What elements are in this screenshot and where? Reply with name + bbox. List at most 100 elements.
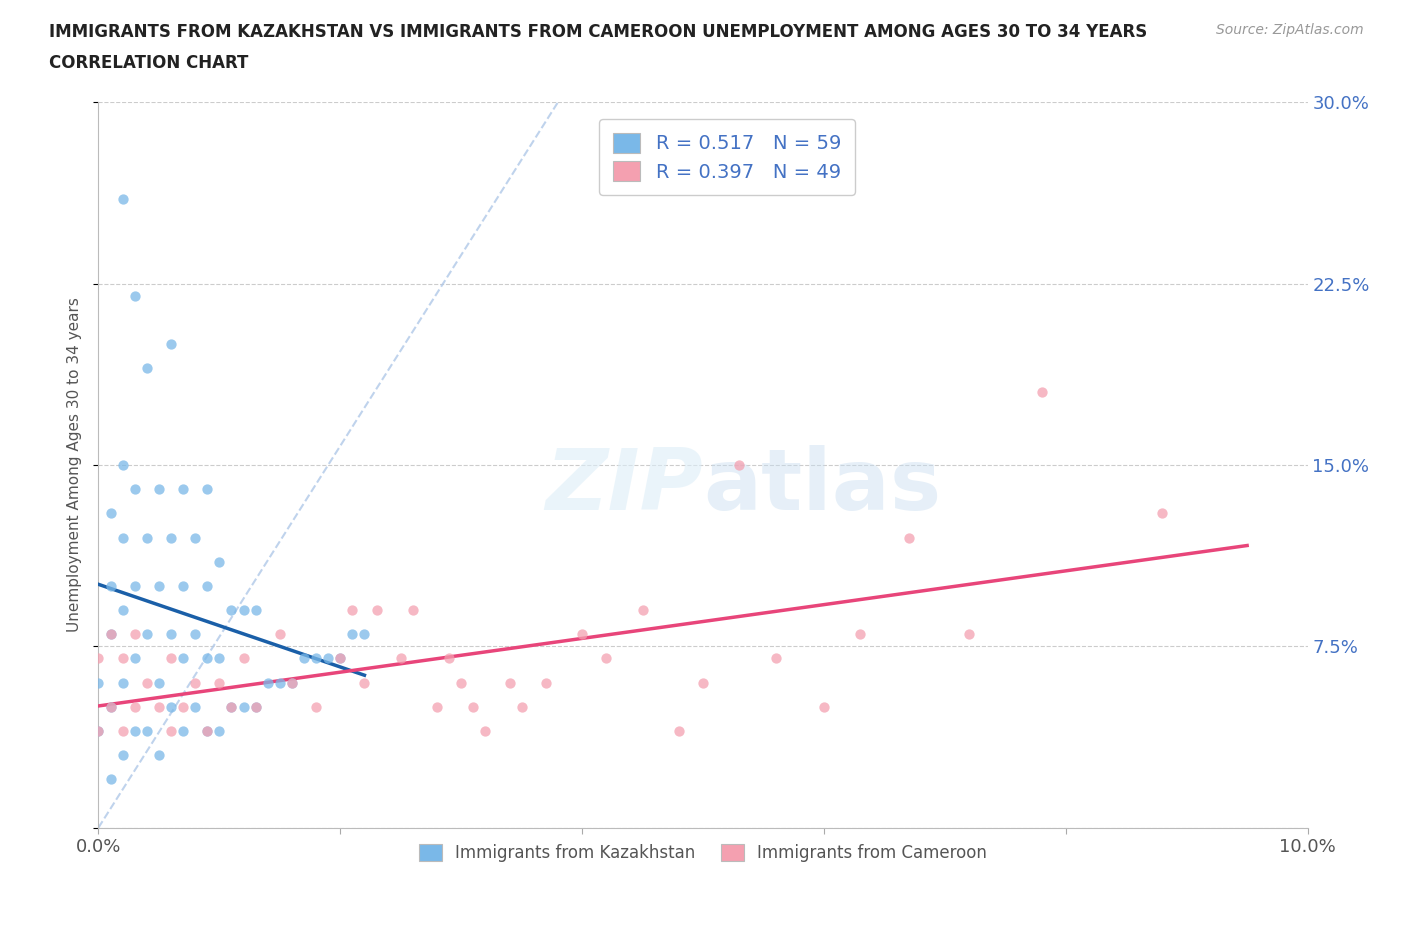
- Point: [100, 699, 122, 714]
- Point: [184, 675, 207, 690]
- Point: [232, 603, 254, 618]
- Point: [184, 699, 207, 714]
- Legend: Immigrants from Kazakhstan, Immigrants from Cameroon: Immigrants from Kazakhstan, Immigrants f…: [411, 835, 995, 870]
- Point: [631, 603, 654, 618]
- Point: [1031, 385, 1053, 400]
- Point: [111, 724, 134, 738]
- Point: [728, 458, 751, 472]
- Point: [342, 627, 364, 642]
- Point: [208, 651, 231, 666]
- Text: CORRELATION CHART: CORRELATION CHART: [49, 54, 249, 72]
- Point: [195, 724, 218, 738]
- Point: [450, 675, 472, 690]
- Point: [571, 627, 593, 642]
- Point: [124, 482, 146, 497]
- Point: [195, 482, 218, 497]
- Point: [148, 699, 170, 714]
- Point: [316, 651, 339, 666]
- Point: [281, 675, 304, 690]
- Point: [463, 699, 485, 714]
- Point: [1152, 506, 1174, 521]
- Point: [135, 675, 157, 690]
- Point: [849, 627, 872, 642]
- Point: [160, 530, 183, 545]
- Point: [172, 724, 194, 738]
- Point: [897, 530, 920, 545]
- Point: [292, 651, 315, 666]
- Point: [124, 651, 146, 666]
- Point: [195, 578, 218, 593]
- Point: [208, 554, 231, 569]
- Point: [111, 458, 134, 472]
- Point: [172, 578, 194, 593]
- Point: [329, 651, 352, 666]
- Y-axis label: Unemployment Among Ages 30 to 34 years: Unemployment Among Ages 30 to 34 years: [67, 298, 83, 632]
- Text: atlas: atlas: [703, 445, 941, 528]
- Text: ZIP: ZIP: [546, 445, 703, 528]
- Point: [172, 482, 194, 497]
- Point: [765, 651, 787, 666]
- Point: [148, 578, 170, 593]
- Point: [474, 724, 496, 738]
- Point: [245, 603, 267, 618]
- Point: [135, 627, 157, 642]
- Text: Source: ZipAtlas.com: Source: ZipAtlas.com: [1216, 23, 1364, 37]
- Point: [957, 627, 980, 642]
- Point: [256, 675, 278, 690]
- Point: [195, 651, 218, 666]
- Point: [281, 675, 304, 690]
- Point: [148, 482, 170, 497]
- Point: [692, 675, 714, 690]
- Point: [100, 578, 122, 593]
- Point: [221, 699, 243, 714]
- Point: [111, 748, 134, 763]
- Point: [353, 675, 375, 690]
- Point: [111, 651, 134, 666]
- Point: [426, 699, 449, 714]
- Point: [498, 675, 520, 690]
- Point: [366, 603, 388, 618]
- Point: [269, 675, 291, 690]
- Point: [402, 603, 425, 618]
- Point: [245, 699, 267, 714]
- Point: [160, 724, 183, 738]
- Point: [329, 651, 352, 666]
- Point: [184, 530, 207, 545]
- Point: [208, 675, 231, 690]
- Point: [100, 699, 122, 714]
- Point: [135, 530, 157, 545]
- Point: [135, 361, 157, 376]
- Point: [184, 627, 207, 642]
- Point: [269, 627, 291, 642]
- Point: [100, 627, 122, 642]
- Point: [305, 651, 328, 666]
- Point: [595, 651, 617, 666]
- Point: [160, 337, 183, 352]
- Point: [172, 651, 194, 666]
- Point: [135, 724, 157, 738]
- Point: [111, 603, 134, 618]
- Point: [160, 699, 183, 714]
- Point: [160, 627, 183, 642]
- Point: [100, 627, 122, 642]
- Point: [87, 651, 110, 666]
- Point: [195, 724, 218, 738]
- Point: [353, 627, 375, 642]
- Point: [437, 651, 460, 666]
- Point: [111, 192, 134, 206]
- Point: [232, 651, 254, 666]
- Point: [111, 675, 134, 690]
- Point: [124, 288, 146, 303]
- Point: [510, 699, 533, 714]
- Point: [668, 724, 690, 738]
- Point: [813, 699, 835, 714]
- Point: [148, 675, 170, 690]
- Text: IMMIGRANTS FROM KAZAKHSTAN VS IMMIGRANTS FROM CAMEROON UNEMPLOYMENT AMONG AGES 3: IMMIGRANTS FROM KAZAKHSTAN VS IMMIGRANTS…: [49, 23, 1147, 41]
- Point: [534, 675, 557, 690]
- Point: [208, 724, 231, 738]
- Point: [305, 699, 328, 714]
- Point: [148, 748, 170, 763]
- Point: [124, 578, 146, 593]
- Point: [245, 699, 267, 714]
- Point: [87, 675, 110, 690]
